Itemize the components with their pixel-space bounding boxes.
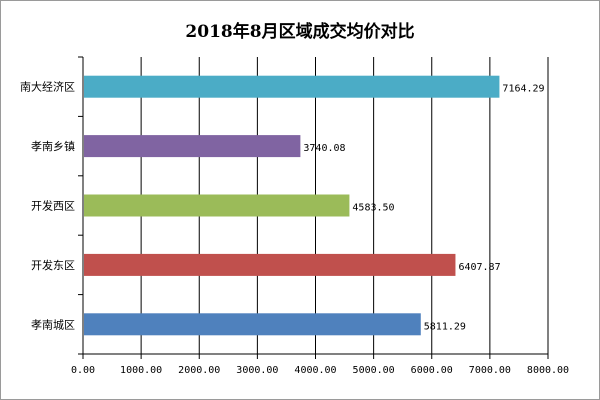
bar: [84, 313, 421, 336]
x-tick-label: 1000.00: [120, 365, 162, 376]
x-tick-label: 6000.00: [411, 365, 453, 376]
x-tick-label: 3000.00: [236, 365, 278, 376]
data-label: 3740.08: [303, 143, 345, 154]
bar: [84, 253, 456, 276]
data-label: 7164.29: [502, 84, 544, 95]
bar: [84, 194, 350, 217]
x-tick-label: 0.00: [71, 365, 95, 376]
data-label: 5811.29: [424, 321, 466, 332]
x-tick-label: 7000.00: [469, 365, 511, 376]
category-label: 开发东区: [31, 258, 75, 272]
x-tick-label: 8000.00: [527, 365, 569, 376]
bar: [84, 135, 301, 158]
category-label: 孝南城区: [31, 318, 75, 331]
data-label: 4583.50: [352, 203, 394, 214]
category-label: 孝南乡镇: [31, 139, 75, 153]
category-label: 南大经济区: [20, 80, 75, 94]
data-label: 6407.87: [458, 262, 500, 273]
bar: [84, 75, 500, 98]
x-tick-label: 4000.00: [294, 365, 336, 376]
x-tick-label: 2000.00: [178, 365, 220, 376]
x-tick-label: 5000.00: [353, 365, 395, 376]
chart-title: 2018年8月区域成交均价对比: [185, 22, 415, 42]
category-label: 开发西区: [31, 199, 75, 213]
